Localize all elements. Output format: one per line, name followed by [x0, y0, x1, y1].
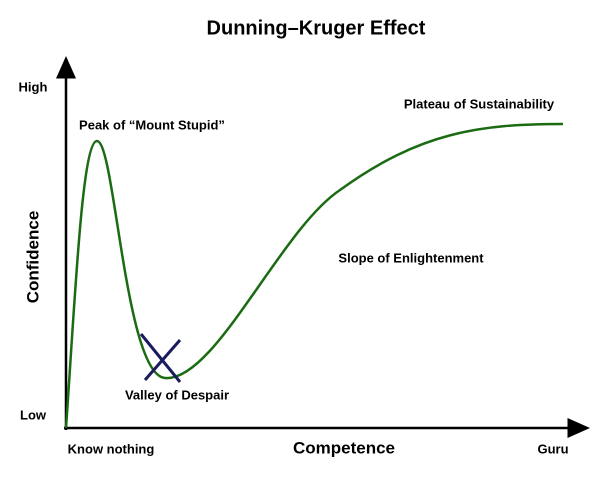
- annotation-peak: Peak of “Mount Stupid”: [79, 117, 225, 132]
- annotation-slope: Slope of Enlightenment: [338, 250, 484, 265]
- y-low: Low: [20, 407, 47, 422]
- title: Dunning–Kruger Effect: [207, 17, 426, 39]
- x-label: Competence: [293, 438, 395, 457]
- x-start: Know nothing: [68, 441, 155, 456]
- curve: [64, 122, 564, 429]
- annotation-valley: Valley of Despair: [125, 387, 229, 402]
- x-end: Guru: [537, 441, 568, 456]
- cross-mark: [139, 333, 182, 383]
- cross-mark: [143, 339, 182, 381]
- y-label: Confidence: [23, 211, 42, 304]
- y-high: High: [19, 79, 48, 94]
- annotation-plateau: Plateau of Sustainability: [404, 96, 555, 111]
